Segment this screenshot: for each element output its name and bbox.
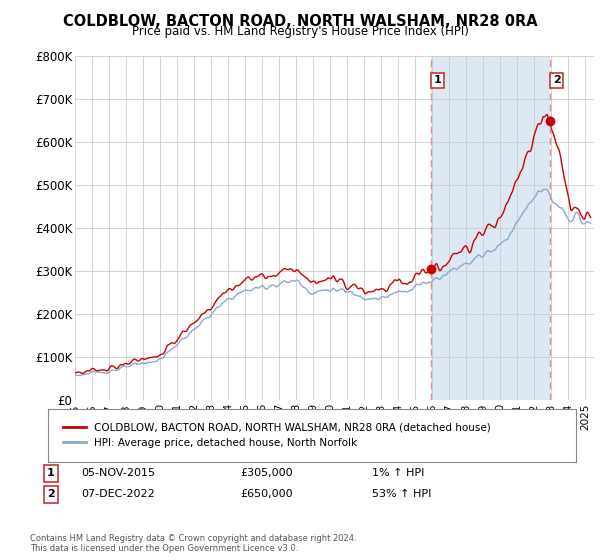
- Text: Contains HM Land Registry data © Crown copyright and database right 2024.
This d: Contains HM Land Registry data © Crown c…: [30, 534, 356, 553]
- Text: Price paid vs. HM Land Registry's House Price Index (HPI): Price paid vs. HM Land Registry's House …: [131, 25, 469, 38]
- Text: COLDBLOW, BACTON ROAD, NORTH WALSHAM, NR28 0RA: COLDBLOW, BACTON ROAD, NORTH WALSHAM, NR…: [62, 14, 538, 29]
- Text: 07-DEC-2022: 07-DEC-2022: [81, 489, 155, 500]
- Text: £650,000: £650,000: [240, 489, 293, 500]
- Text: 05-NOV-2015: 05-NOV-2015: [81, 468, 155, 478]
- Text: 2: 2: [553, 76, 560, 85]
- Text: 53% ↑ HPI: 53% ↑ HPI: [372, 489, 431, 500]
- Text: £305,000: £305,000: [240, 468, 293, 478]
- Text: 1% ↑ HPI: 1% ↑ HPI: [372, 468, 424, 478]
- Bar: [431, 56, 550, 400]
- Text: 1: 1: [434, 76, 441, 85]
- Legend: COLDBLOW, BACTON ROAD, NORTH WALSHAM, NR28 0RA (detached house), HPI: Average pr: COLDBLOW, BACTON ROAD, NORTH WALSHAM, NR…: [58, 419, 495, 452]
- Text: 1: 1: [47, 468, 55, 478]
- Text: 2: 2: [47, 489, 55, 500]
